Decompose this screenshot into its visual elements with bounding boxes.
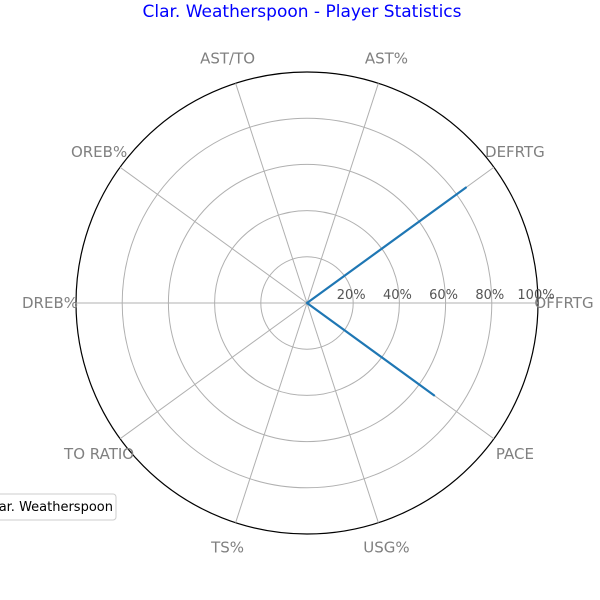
axis-label: OREB% bbox=[71, 143, 127, 161]
radial-tick-label: 40% bbox=[383, 288, 412, 303]
radial-tick-label: 80% bbox=[475, 288, 504, 303]
axis-label: DEFRTG bbox=[485, 143, 545, 161]
axis-label: USG% bbox=[363, 538, 409, 556]
axis-label: OFFRTG bbox=[534, 294, 593, 312]
chart-title: Clar. Weatherspoon - Player Statistics bbox=[142, 2, 461, 22]
radial-tick-label: 100% bbox=[517, 288, 554, 303]
axis-label: AST% bbox=[365, 50, 408, 68]
radar-series bbox=[305, 186, 467, 397]
axis-label: PACE bbox=[496, 445, 534, 463]
axis-spoke bbox=[306, 302, 379, 523]
axis-label: TO RATIO bbox=[63, 445, 134, 463]
axis-label: TS% bbox=[210, 538, 244, 556]
axis-label: DREB% bbox=[22, 294, 78, 312]
legend-box bbox=[0, 493, 117, 521]
axis-label: AST/TO bbox=[200, 50, 255, 68]
axis-spoke bbox=[119, 166, 308, 304]
axis-spoke bbox=[119, 302, 308, 440]
radial-tick-label: 60% bbox=[429, 288, 458, 303]
legend-entry-label: Clar. Weatherspoon bbox=[0, 500, 113, 515]
legend: Clar. Weatherspoon bbox=[0, 493, 117, 521]
radar-axes: OFFRTG DEFRTG AST% AST/TO OREB% DREB% TO RATIO… bbox=[22, 50, 594, 557]
radial-ticks: 20% 40% 60% 80% 100% bbox=[337, 288, 555, 303]
axis-spoke bbox=[235, 83, 308, 304]
radial-tick-label: 20% bbox=[337, 288, 366, 303]
axis-spoke bbox=[235, 302, 308, 523]
axis-spoke bbox=[306, 83, 379, 304]
